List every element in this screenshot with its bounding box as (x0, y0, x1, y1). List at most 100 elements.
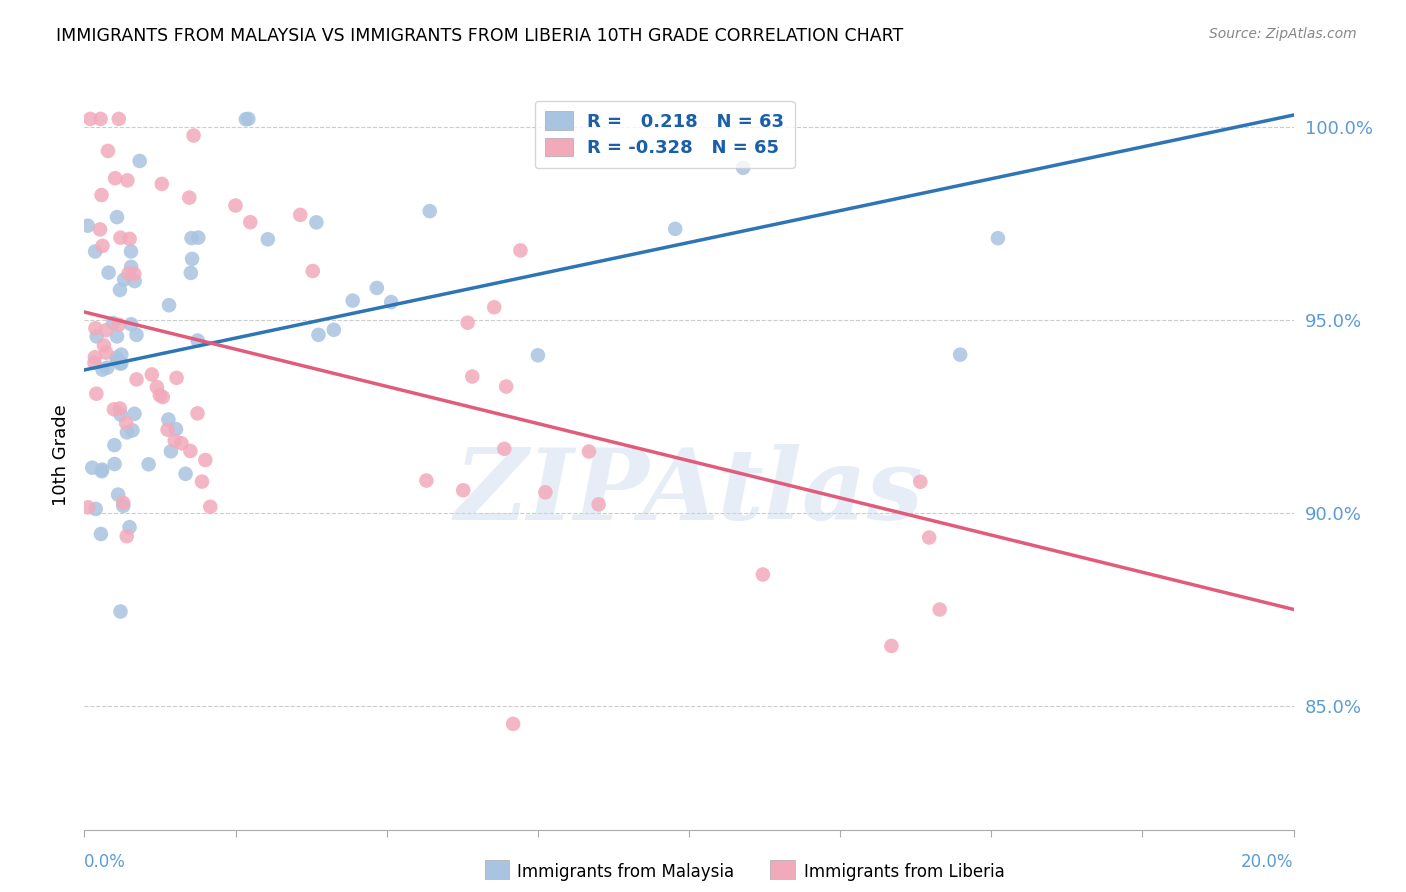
Point (118, 520, 141, 534)
Text: Immigrants from Liberia: Immigrants from Liberia (804, 863, 1005, 881)
Point (96, 345, 118, 359)
Point (76, 219, 98, 233)
Point (256, 232, 278, 246)
Point (301, 264, 323, 278)
Point (910, 475, 932, 489)
Point (83, 350, 105, 364)
Point (121, 423, 143, 437)
Point (482, 300, 505, 314)
Point (107, 487, 129, 501)
Point (90, 188, 112, 202)
Point (107, 112, 129, 126)
Point (108, 283, 131, 297)
Point (112, 499, 135, 513)
Point (152, 390, 174, 404)
Point (157, 412, 180, 426)
Point (186, 406, 208, 420)
Point (97, 144, 120, 158)
Point (96, 360, 118, 375)
Point (97, 266, 120, 280)
Point (194, 453, 217, 467)
Point (90, 527, 112, 541)
Point (125, 327, 148, 342)
Point (82, 460, 104, 475)
Point (305, 215, 328, 229)
Point (752, 567, 775, 582)
Point (165, 422, 187, 436)
Text: ZIPAtlas: ZIPAtlas (454, 444, 924, 541)
Point (110, 605, 132, 619)
Point (494, 442, 516, 456)
Text: IMMIGRANTS FROM MALAYSIA VS IMMIGRANTS FROM LIBERIA 10TH GRADE CORRELATION CHART: IMMIGRANTS FROM MALAYSIA VS IMMIGRANTS F… (56, 27, 904, 45)
Point (495, 379, 517, 393)
Point (225, 198, 247, 212)
Point (239, 215, 262, 229)
Point (380, 295, 402, 310)
Point (166, 371, 188, 385)
Point (115, 529, 138, 543)
Point (84, 502, 107, 516)
Point (457, 316, 479, 330)
Legend: R =   0.218   N = 63, R = -0.328   N = 65: R = 0.218 N = 63, R = -0.328 N = 65 (534, 101, 794, 168)
Point (415, 474, 437, 488)
Point (128, 153, 150, 168)
Point (120, 318, 142, 332)
Point (105, 353, 128, 368)
Point (124, 274, 146, 288)
Point (918, 531, 941, 545)
Point (181, 252, 204, 266)
Point (83, 356, 105, 370)
Point (156, 423, 179, 437)
Point (187, 230, 209, 244)
Point (105, 329, 128, 343)
Point (94, 323, 117, 337)
Point (91, 362, 114, 376)
Point (86, 386, 108, 401)
Point (146, 380, 169, 394)
Point (187, 334, 209, 348)
Point (157, 298, 180, 312)
Point (342, 293, 364, 308)
FancyBboxPatch shape (770, 860, 796, 880)
Point (124, 407, 146, 421)
Point (103, 438, 125, 452)
Point (290, 208, 312, 222)
Point (150, 177, 173, 191)
Point (115, 425, 138, 440)
Point (928, 602, 950, 616)
Point (502, 717, 524, 731)
Point (180, 231, 202, 245)
Point (534, 485, 557, 500)
Point (90, 112, 112, 126)
Point (179, 444, 201, 458)
Point (238, 112, 260, 126)
Point (105, 351, 128, 365)
Point (183, 128, 205, 143)
Point (117, 173, 139, 187)
Point (191, 475, 214, 489)
Point (578, 444, 600, 458)
Point (509, 244, 531, 258)
Point (141, 368, 163, 382)
Point (108, 401, 131, 416)
Point (125, 372, 148, 386)
Point (118, 232, 141, 246)
Point (880, 639, 903, 653)
Point (77, 500, 100, 515)
Point (588, 497, 610, 511)
Point (108, 356, 131, 370)
Point (112, 496, 135, 510)
Point (110, 356, 132, 370)
Point (112, 272, 135, 286)
Point (180, 266, 202, 280)
Point (200, 500, 222, 514)
Point (91, 239, 114, 253)
Point (91, 462, 114, 476)
Point (322, 323, 344, 337)
Point (110, 408, 132, 422)
FancyBboxPatch shape (485, 860, 510, 880)
Y-axis label: 10th Grade: 10th Grade (52, 404, 70, 506)
Text: Source: ZipAtlas.com: Source: ZipAtlas.com (1209, 27, 1357, 41)
Point (124, 267, 146, 281)
Point (160, 444, 183, 458)
